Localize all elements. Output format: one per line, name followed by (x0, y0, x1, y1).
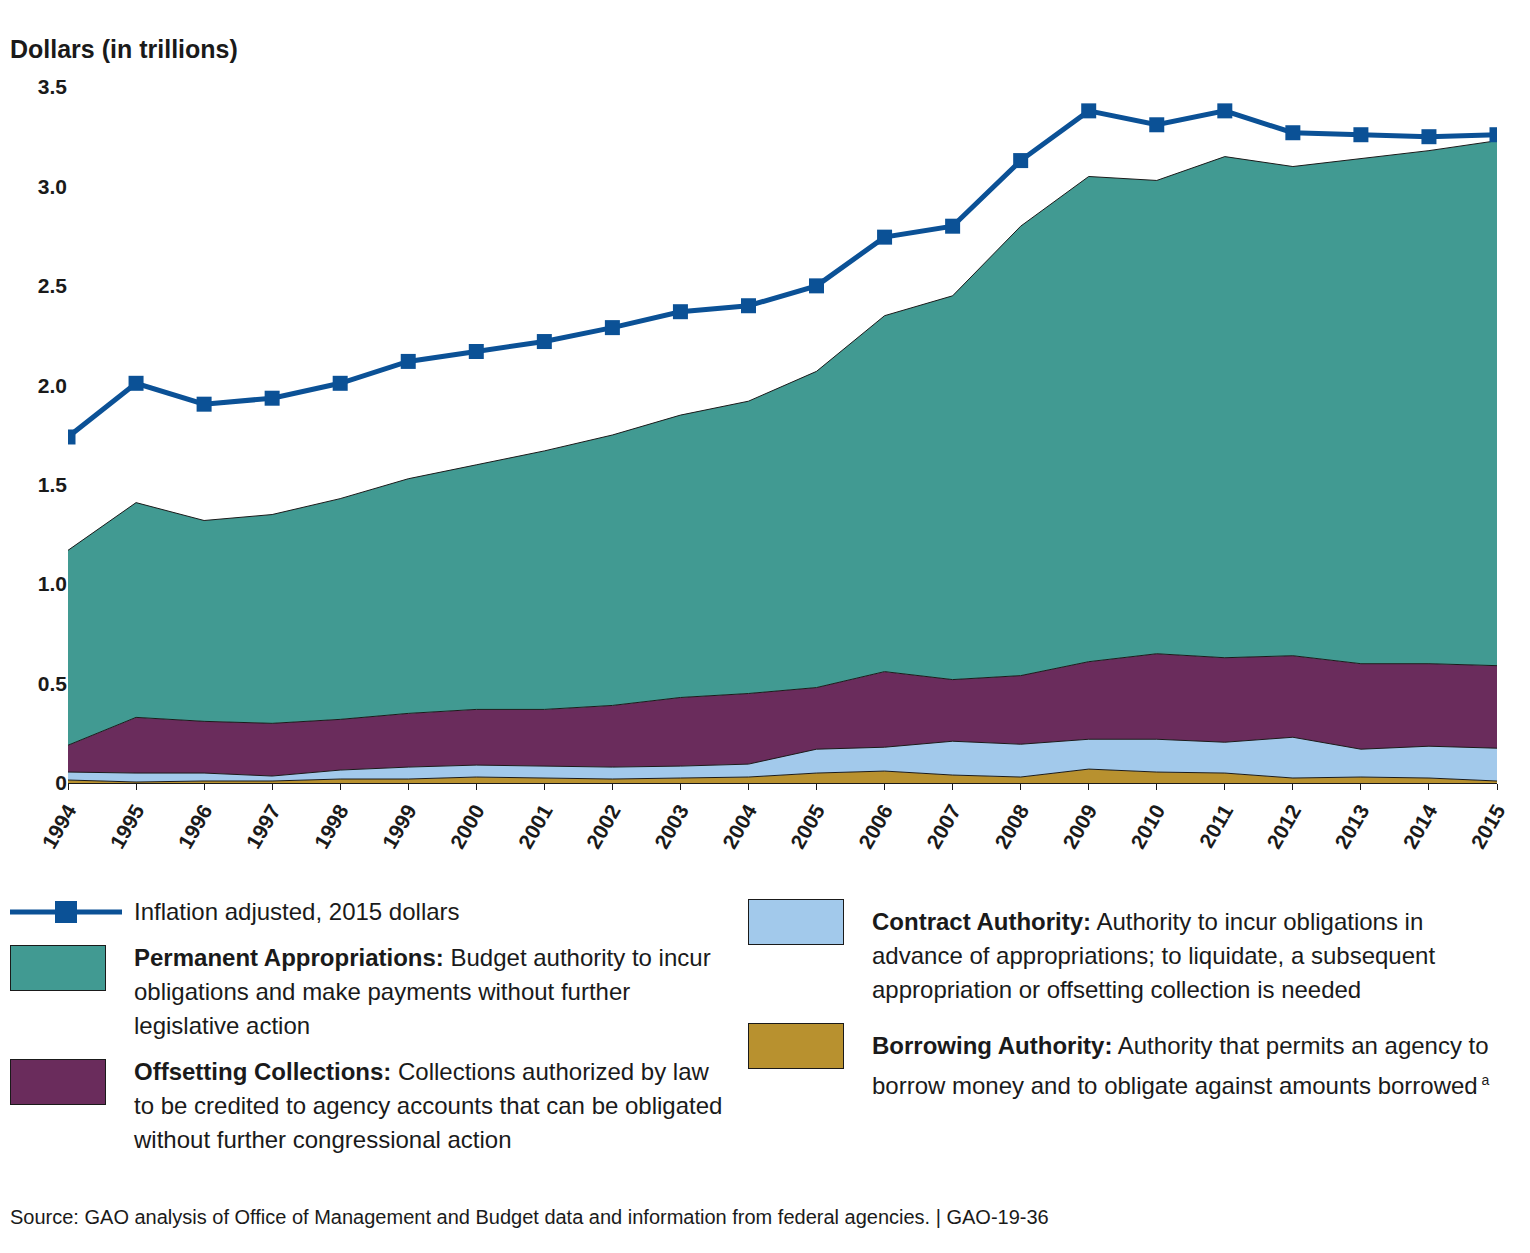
svg-text:0.5: 0.5 (38, 672, 68, 695)
svg-text:3.0: 3.0 (38, 175, 67, 198)
svg-text:2001: 2001 (514, 800, 557, 852)
html-text:Offsetting Collections: Collec: Offsetting Collections: Collections auth… (134, 1058, 723, 1153)
svg-text:2002: 2002 (582, 800, 625, 852)
svg-text:2000: 2000 (446, 800, 489, 852)
html-text:Inflation adjusted, 2015 dolla: Inflation adjusted, 2015 dollars (134, 898, 460, 925)
svg-text:1995: 1995 (105, 800, 148, 852)
svg-text:2012: 2012 (1262, 800, 1305, 852)
svg-text:Dollars (in trillions): Dollars (in trillions) (10, 35, 238, 63)
svg-text:2004: 2004 (718, 800, 761, 852)
svg-text:2014: 2014 (1398, 800, 1441, 852)
svg-text:1.0: 1.0 (38, 572, 67, 595)
svg-text:1997: 1997 (241, 800, 284, 852)
svg-text:2007: 2007 (922, 800, 965, 852)
svg-text:0: 0 (55, 771, 67, 794)
svg-text:2.0: 2.0 (38, 374, 67, 397)
html-text:Source: GAO analysis of Office: Source: GAO analysis of Office of Manage… (10, 1206, 1049, 1228)
svg-text:2006: 2006 (854, 800, 897, 852)
html-text:Borrowing Authority: Authority: Borrowing Authority: Authority that perm… (872, 1032, 1490, 1099)
svg-text:2010: 2010 (1126, 800, 1169, 852)
svg-text:2008: 2008 (990, 800, 1033, 852)
svg-text:1.5: 1.5 (38, 473, 68, 496)
svg-text:2003: 2003 (650, 800, 693, 852)
svg-text:3.5: 3.5 (38, 75, 68, 98)
svg-text:2005: 2005 (786, 800, 829, 852)
svg-text:1999: 1999 (378, 800, 421, 852)
svg-text:2009: 2009 (1058, 800, 1101, 852)
svg-text:1994: 1994 (37, 800, 80, 852)
svg-text:2011: 2011 (1195, 800, 1238, 851)
svg-text:1996: 1996 (173, 800, 216, 852)
html-text:Permanent Appropriations: Budg: Permanent Appropriations: Budget authori… (134, 944, 711, 1039)
svg-text:2.5: 2.5 (38, 274, 68, 297)
svg-text:2015: 2015 (1466, 800, 1509, 852)
svg-text:2013: 2013 (1330, 800, 1373, 852)
svg-text:1998: 1998 (309, 800, 352, 852)
html-text:Contract Authority: Authority: Contract Authority: Authority to incur o… (872, 908, 1436, 1003)
